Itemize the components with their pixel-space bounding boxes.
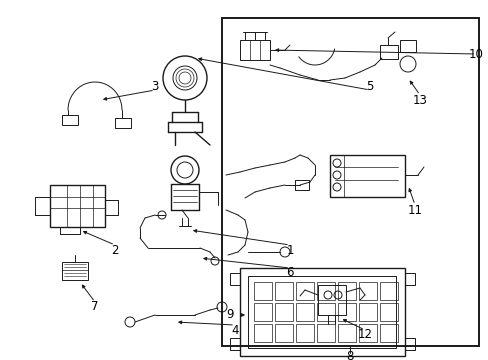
Bar — [329, 155, 404, 197]
Bar — [337, 282, 355, 300]
Bar — [222, 18, 478, 346]
Bar — [253, 282, 271, 300]
Text: 6: 6 — [285, 266, 293, 279]
Bar — [274, 303, 292, 321]
Text: 1: 1 — [285, 243, 293, 256]
Text: 10: 10 — [468, 48, 483, 60]
Bar — [295, 324, 313, 342]
Text: 3: 3 — [151, 80, 159, 93]
Bar — [337, 324, 355, 342]
Bar — [50, 185, 105, 227]
Bar — [316, 324, 334, 342]
Bar — [404, 338, 414, 350]
Bar — [358, 282, 376, 300]
Bar — [295, 282, 313, 300]
Bar — [62, 115, 78, 125]
Bar — [317, 285, 346, 315]
Bar — [294, 180, 308, 190]
Bar — [316, 303, 334, 321]
Text: 4: 4 — [231, 324, 238, 337]
Bar — [379, 303, 397, 321]
Bar — [379, 45, 397, 59]
Bar — [229, 338, 240, 350]
Text: 11: 11 — [407, 203, 422, 216]
Bar — [240, 268, 404, 356]
Bar — [240, 40, 269, 60]
Bar — [337, 303, 355, 321]
Text: 7: 7 — [91, 301, 99, 314]
Bar — [115, 118, 131, 128]
Bar — [253, 303, 271, 321]
Text: 9: 9 — [226, 309, 233, 321]
Bar — [274, 324, 292, 342]
Bar — [379, 324, 397, 342]
Text: 2: 2 — [111, 243, 119, 256]
Bar — [295, 303, 313, 321]
Bar — [404, 273, 414, 285]
Bar — [379, 282, 397, 300]
Text: 13: 13 — [412, 94, 427, 107]
Bar — [253, 324, 271, 342]
Bar — [62, 262, 88, 280]
Bar — [247, 276, 395, 348]
Bar — [399, 40, 415, 52]
Text: 12: 12 — [357, 328, 372, 342]
Bar — [229, 273, 240, 285]
Bar — [316, 282, 334, 300]
Text: 5: 5 — [366, 80, 373, 93]
Text: 8: 8 — [346, 350, 353, 360]
Bar — [358, 324, 376, 342]
Bar — [274, 282, 292, 300]
Bar — [358, 303, 376, 321]
